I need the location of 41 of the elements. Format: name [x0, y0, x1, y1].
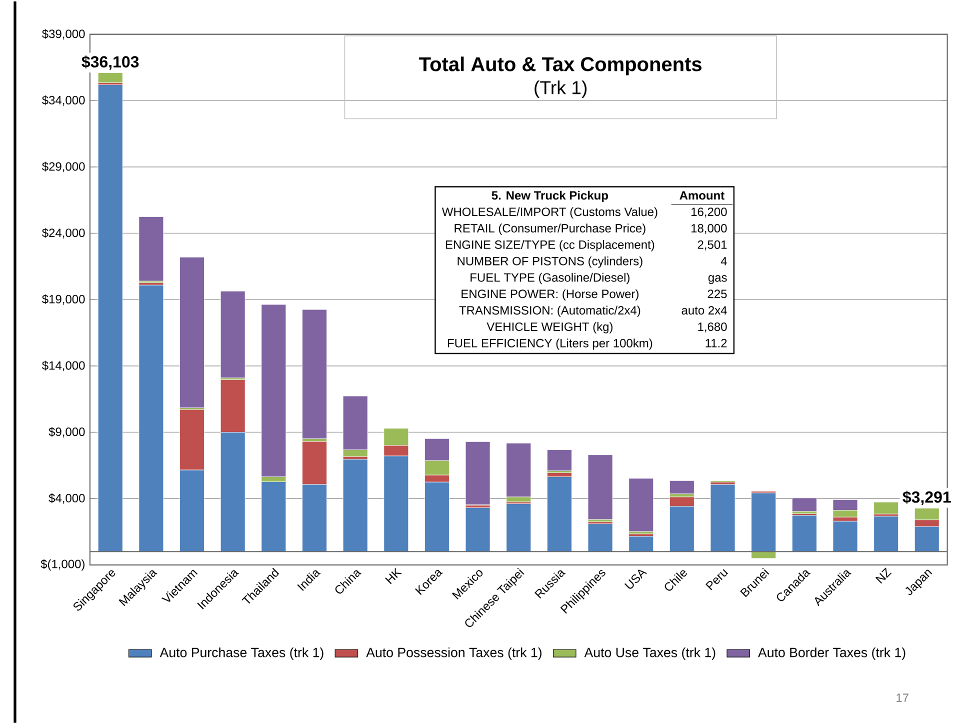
- x-tick-label: NZ: [875, 568, 892, 584]
- annotation: 5. New Truck Pickup: [492, 190, 608, 202]
- annotation: 4: [720, 256, 727, 266]
- annotation: 11.2: [706, 338, 727, 348]
- annotation: 1,680: [698, 322, 727, 332]
- annotation: gas: [708, 275, 727, 284]
- annotation: 16,200: [692, 208, 727, 218]
- y-tick-label: $(1,000): [40, 559, 84, 571]
- legend-label: Auto Possession Taxes (trk 1): [366, 647, 542, 660]
- text: (Trk 1): [534, 80, 587, 98]
- y-tick-label: $14,000: [42, 360, 85, 372]
- annotation: $36,103: [82, 55, 139, 70]
- annotation: FUEL EFFICIENCY (Liters per 100km): [448, 338, 652, 350]
- annotation: WHOLESALE/IMPORT (Customs Value): [442, 207, 658, 218]
- annotation: RETAIL (Consumer/Purchase Price): [454, 224, 646, 235]
- x-tick-label: HK: [385, 568, 402, 584]
- legend-label: Auto Purchase Taxes (trk 1): [160, 647, 324, 660]
- annotation: VEHICLE WEIGHT (kg): [486, 322, 612, 334]
- text: Total Auto & Tax Components: [419, 56, 702, 76]
- y-tick-label: $29,000: [42, 162, 85, 172]
- y-tick-label: $19,000: [42, 294, 85, 305]
- annotation: TRANSMISSION: (Automatic/2x4): [459, 306, 640, 317]
- text: 17: [896, 694, 908, 702]
- x-tick-label: USA: [624, 570, 648, 589]
- annotation: Amount: [680, 191, 724, 200]
- annotation: $3,291: [902, 490, 951, 505]
- y-tick-label: $34,000: [42, 95, 85, 106]
- annotation: ENGINE SIZE/TYPE (cc Displacement): [446, 240, 654, 252]
- annotation: 18,000: [692, 224, 727, 234]
- annotation: NUMBER OF PISTONS (cylinders): [458, 256, 642, 268]
- annotation: ENGINE POWER: (Horse Power): [462, 289, 638, 300]
- annotation: FUEL TYPE (Gasoline/Diesel): [470, 272, 630, 284]
- legend-label: Auto Use Taxes (trk 1): [584, 647, 716, 660]
- annotation: 225: [708, 290, 727, 298]
- legend-label: Auto Border Taxes (trk 1): [758, 647, 906, 660]
- annotation: 2,501: [698, 240, 727, 250]
- annotation: auto 2x4: [682, 306, 727, 315]
- y-tick-label: $24,000: [42, 228, 85, 238]
- y-tick-label: $4,000: [48, 493, 85, 504]
- y-tick-label: $9,000: [48, 426, 85, 438]
- y-tick-label: $39,000: [42, 29, 85, 40]
